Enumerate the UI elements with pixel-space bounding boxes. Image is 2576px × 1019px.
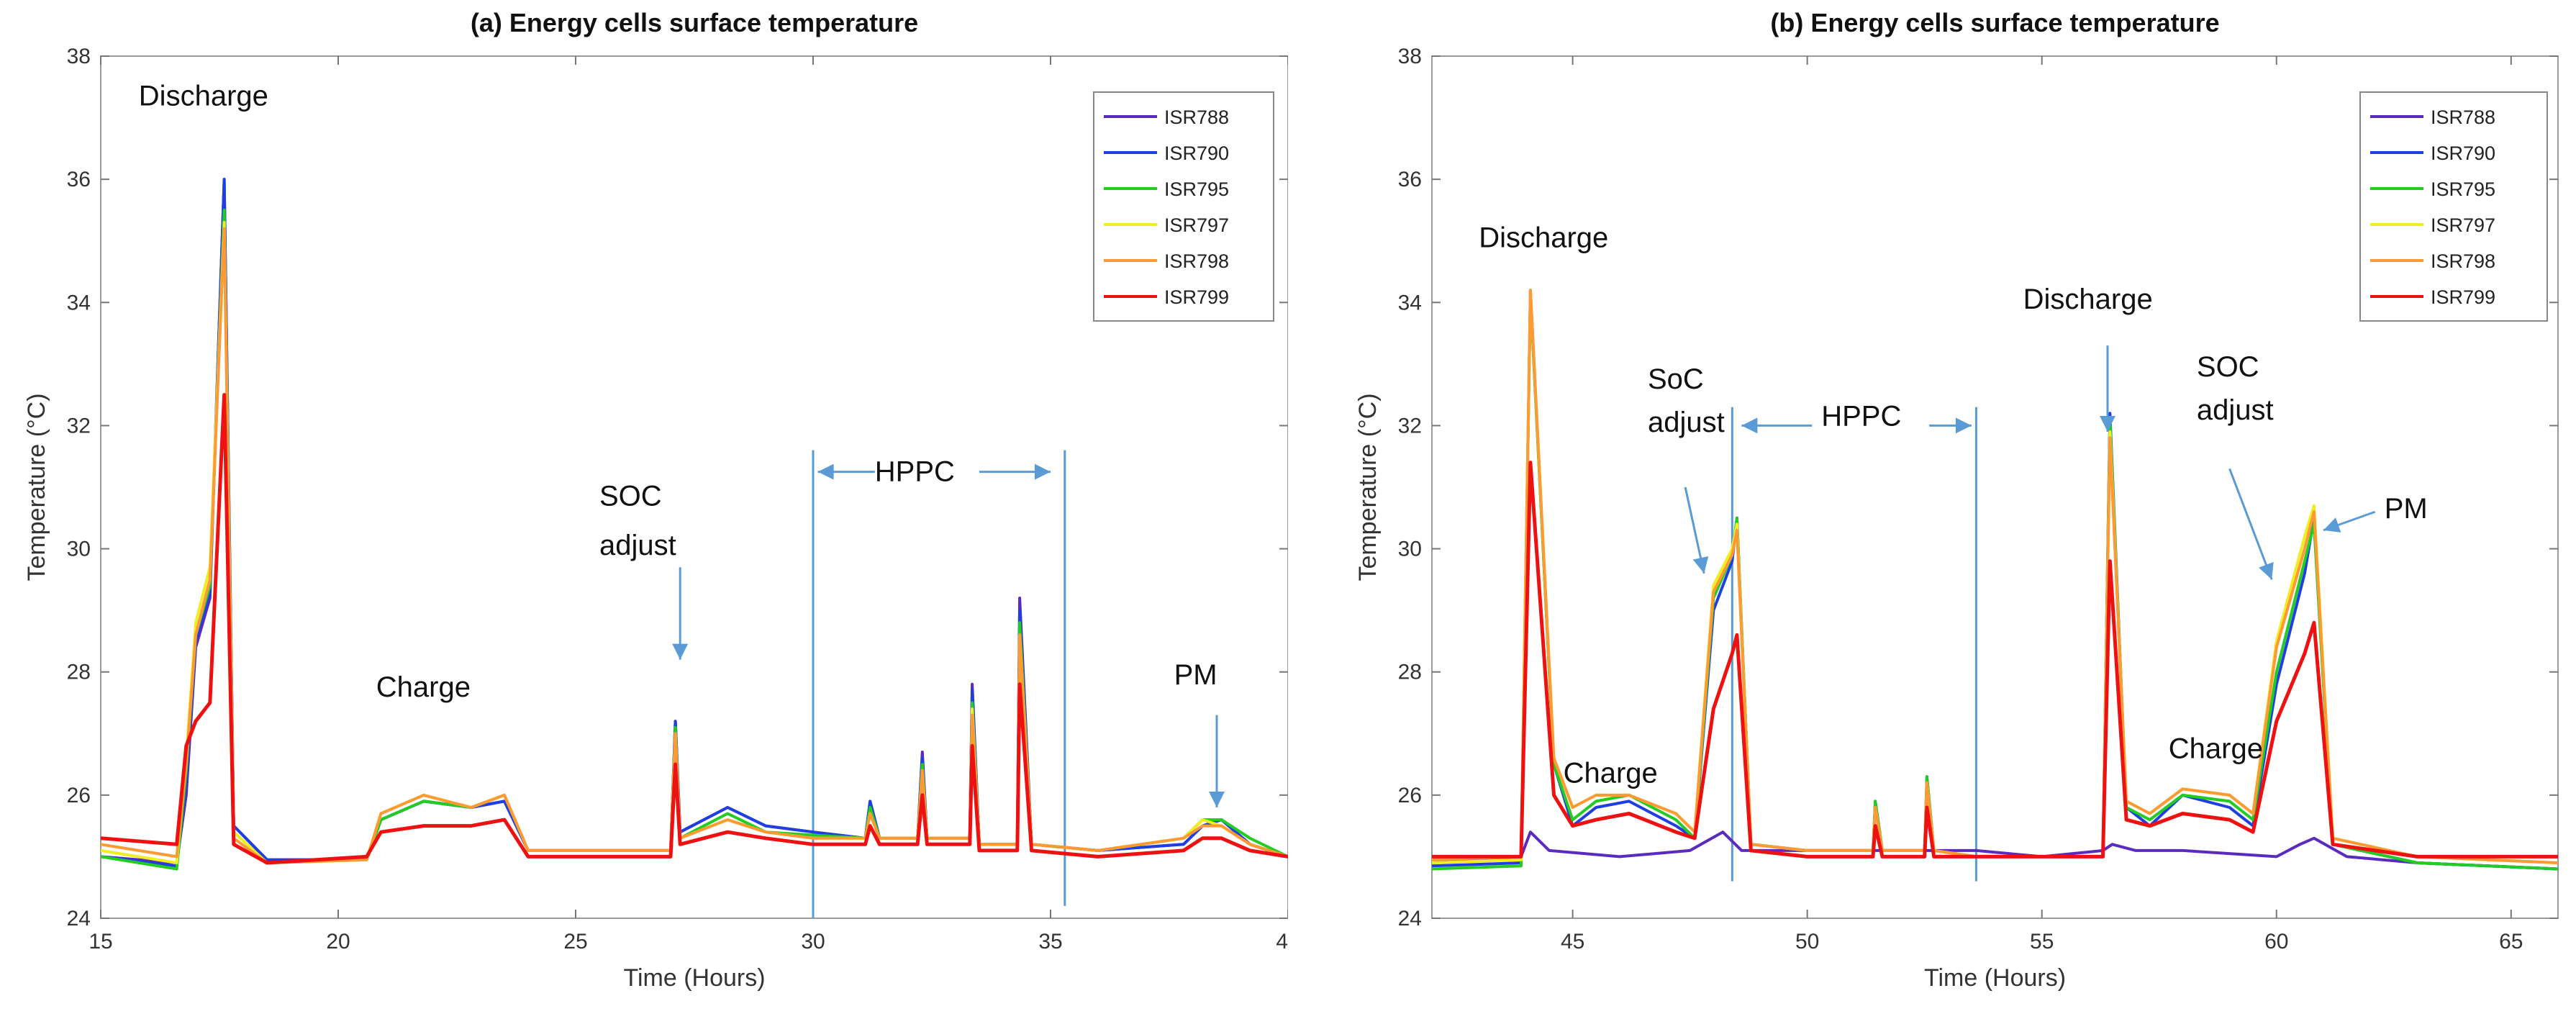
y-tick-label: 38 (67, 45, 91, 68)
annotation-label: adjust (599, 530, 676, 561)
legend-box (1093, 91, 1274, 322)
y-tick-label: 36 (67, 168, 91, 191)
series-line-isr788 (1432, 830, 2558, 871)
y-tick-label: 24 (67, 907, 91, 930)
arrow-head (1035, 463, 1051, 480)
annotation-label: PM (1174, 659, 1217, 691)
legend-label: ISR799 (2431, 286, 2495, 308)
legend-label: ISR798 (1164, 250, 1229, 272)
plot-area (100, 55, 1288, 919)
legend-label: ISR797 (1164, 214, 1229, 236)
y-tick-label: 26 (67, 784, 91, 807)
x-tick-label: 20 (326, 930, 350, 954)
annotation-label: SOC (599, 481, 662, 512)
annotation-label: adjust (2197, 394, 2274, 426)
x-tick-label: 60 (2264, 930, 2288, 954)
y-tick-label: 28 (67, 661, 91, 684)
legend-label: ISR797 (2431, 214, 2495, 236)
annotation-label: Charge (1564, 758, 1658, 789)
legend-label: ISR798 (2431, 250, 2495, 272)
legend-box (2359, 91, 2548, 322)
legend-label: ISR790 (1164, 142, 1229, 164)
y-tick-label: 28 (1398, 661, 1422, 684)
y-tick-label: 36 (1398, 168, 1422, 191)
arrow-head (817, 463, 834, 480)
annotation-label: Discharge (1479, 222, 1608, 253)
y-tick-label: 30 (1398, 538, 1422, 561)
chart-a: (a) Energy cells surface temperature 15 20… (23, 8, 1288, 992)
series-line-isr799 (101, 393, 1288, 865)
x-tick-label: 40 (1276, 930, 1288, 954)
x-tick-label: 55 (2030, 930, 2054, 954)
x-tick-label: 45 (1561, 930, 1584, 954)
arrow-head (2100, 415, 2115, 432)
series-group (101, 178, 1288, 871)
arrow-head (1955, 417, 1972, 434)
series-line-isr798 (1432, 289, 2558, 864)
arrow-head (1741, 417, 1758, 434)
annotation-label: adjust (1648, 407, 1725, 438)
chart-title: (b) Energy cells surface temperature (1770, 8, 2219, 37)
arrow-head (1692, 556, 1709, 574)
x-axis-label: Time (Hours) (1924, 964, 2066, 992)
arrow-head (1209, 791, 1225, 807)
annotation-label: SOC (2197, 351, 2259, 383)
chart-b: (b) Energy cells surface temperature 45 50… (1354, 8, 2559, 992)
y-tick-label: 24 (1398, 907, 1422, 930)
y-tick-label: 32 (1398, 414, 1422, 438)
annotation-label: PM (2385, 493, 2428, 525)
annotation-label: Charge (376, 671, 471, 703)
y-tick-label: 34 (67, 291, 91, 314)
chart-panel-b: (b) Energy cells surface temperature 45 50… (1288, 0, 2576, 1019)
arrow-head (2259, 561, 2274, 580)
annotation-arrow (2228, 468, 2273, 580)
legend-label: ISR795 (2431, 178, 2495, 200)
x-tick-label: 25 (563, 930, 587, 954)
x-tick-label: 15 (89, 930, 112, 954)
y-axis-label: Temperature (°C) (23, 393, 50, 581)
legend-label: ISR788 (1164, 107, 1229, 128)
legend-label: ISR788 (2431, 107, 2495, 128)
annotation-label: HPPC (1821, 400, 1901, 432)
series-group (1432, 289, 2558, 871)
chart-panel-a: (a) Energy cells surface temperature 15 20… (23, 8, 1288, 992)
series-line-isr799 (1432, 461, 2558, 859)
x-tick-label: 30 (801, 930, 825, 954)
annotation-label: HPPC (875, 456, 955, 487)
legend-label: ISR795 (1164, 178, 1229, 200)
x-axis-label: Time (Hours) (623, 964, 765, 992)
y-tick-label: 32 (67, 414, 91, 438)
x-tick-label: 65 (2499, 930, 2523, 954)
x-tick-label: 50 (1795, 930, 1819, 954)
y-tick-label: 30 (67, 538, 91, 561)
annotation-label: Discharge (2023, 284, 2153, 315)
y-tick-label: 34 (1398, 291, 1422, 314)
annotation-label: Charge (2169, 733, 2263, 765)
x-tick-label: 35 (1038, 930, 1062, 954)
annotation-label: SoC (1648, 363, 1704, 395)
y-tick-label: 26 (1398, 784, 1422, 807)
legend-label: ISR790 (2431, 142, 2495, 164)
y-axis-label: Temperature (°C) (1354, 393, 1382, 581)
arrow-head (672, 643, 689, 660)
arrow-head (2323, 517, 2341, 533)
y-tick-label: 38 (1398, 45, 1422, 68)
legend-label: ISR799 (1164, 286, 1229, 308)
chart-title: (a) Energy cells surface temperature (471, 8, 918, 37)
annotation-label: Discharge (139, 80, 268, 112)
